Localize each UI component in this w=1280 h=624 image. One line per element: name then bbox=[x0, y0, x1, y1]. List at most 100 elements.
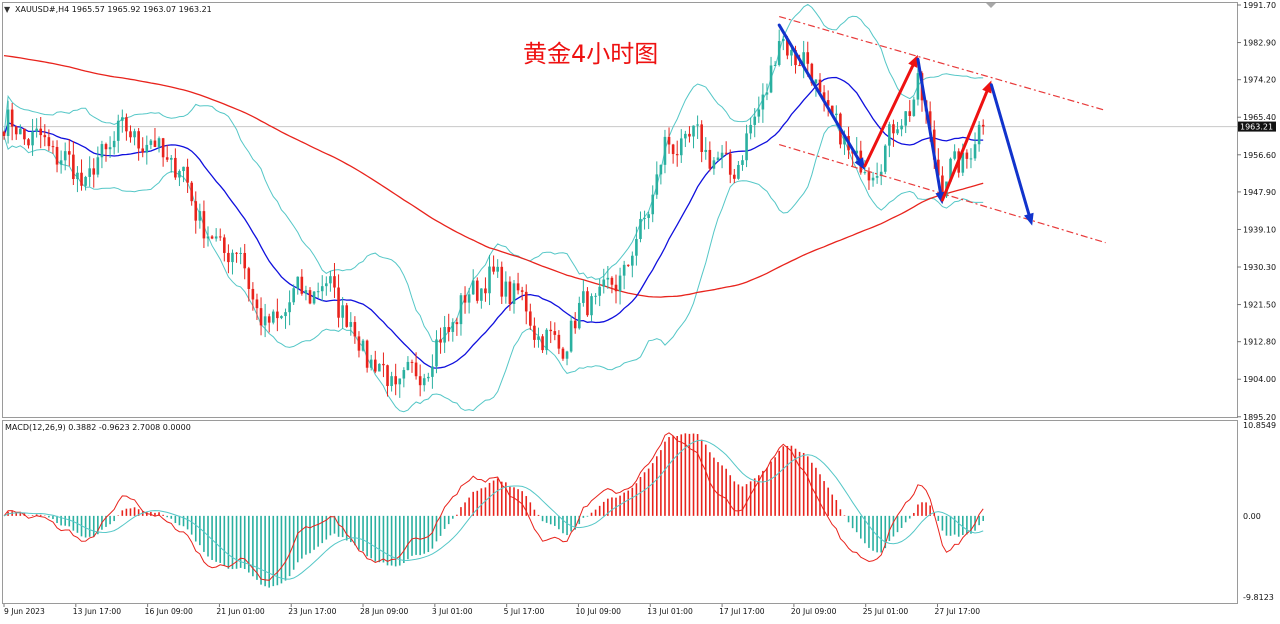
candle[interactable] bbox=[708, 141, 712, 172]
candle[interactable] bbox=[410, 359, 414, 373]
candle[interactable] bbox=[276, 298, 279, 332]
candle[interactable] bbox=[561, 346, 565, 361]
candle[interactable] bbox=[104, 142, 108, 162]
candle[interactable] bbox=[337, 274, 340, 328]
candle[interactable] bbox=[724, 141, 728, 155]
candle[interactable] bbox=[206, 226, 210, 247]
candle[interactable] bbox=[288, 290, 291, 326]
candle[interactable] bbox=[965, 149, 969, 169]
candle[interactable] bbox=[133, 128, 136, 146]
candle[interactable] bbox=[129, 125, 132, 143]
candle[interactable] bbox=[386, 364, 389, 397]
candle[interactable] bbox=[553, 322, 557, 341]
candle[interactable] bbox=[284, 308, 287, 329]
candle[interactable] bbox=[655, 161, 659, 199]
candle[interactable] bbox=[533, 317, 536, 348]
candle[interactable] bbox=[235, 252, 238, 263]
candle[interactable] bbox=[537, 327, 540, 348]
candle[interactable] bbox=[267, 313, 271, 333]
candle[interactable] bbox=[435, 330, 438, 374]
candle[interactable] bbox=[178, 169, 181, 187]
candle[interactable] bbox=[316, 282, 320, 298]
candle[interactable] bbox=[908, 100, 912, 122]
candle[interactable] bbox=[573, 312, 577, 334]
candle[interactable] bbox=[427, 372, 430, 382]
channel-upper-line[interactable] bbox=[779, 15, 1106, 111]
candle[interactable] bbox=[63, 142, 67, 171]
candle[interactable] bbox=[43, 124, 47, 147]
candle[interactable] bbox=[565, 350, 569, 366]
candle[interactable] bbox=[618, 267, 622, 305]
candle[interactable] bbox=[969, 148, 973, 169]
candle[interactable] bbox=[888, 121, 891, 158]
candle[interactable] bbox=[145, 135, 149, 165]
candle[interactable] bbox=[692, 125, 695, 149]
candle[interactable] bbox=[292, 284, 295, 306]
candle[interactable] bbox=[475, 277, 479, 304]
candle[interactable] bbox=[569, 315, 573, 353]
candle[interactable] bbox=[157, 136, 161, 153]
candle[interactable] bbox=[480, 288, 483, 309]
candle[interactable] bbox=[2, 130, 6, 140]
candle[interactable] bbox=[610, 276, 614, 294]
candle[interactable] bbox=[198, 203, 202, 229]
candle[interactable] bbox=[394, 363, 397, 396]
candle[interactable] bbox=[900, 119, 903, 137]
candle[interactable] bbox=[488, 254, 491, 306]
arrow-down[interactable] bbox=[777, 23, 865, 171]
candle[interactable] bbox=[529, 303, 532, 331]
candle[interactable] bbox=[361, 338, 365, 352]
candle[interactable] bbox=[635, 226, 638, 266]
candle[interactable] bbox=[345, 302, 349, 328]
candle[interactable] bbox=[614, 274, 618, 304]
candle[interactable] bbox=[594, 293, 597, 305]
candle[interactable] bbox=[227, 244, 230, 274]
candle[interactable] bbox=[773, 61, 777, 66]
trend-arrows[interactable] bbox=[777, 23, 1034, 226]
candle[interactable] bbox=[745, 124, 748, 168]
candle[interactable] bbox=[504, 271, 508, 304]
candle[interactable] bbox=[210, 235, 214, 240]
candle[interactable] bbox=[169, 155, 173, 173]
candle[interactable] bbox=[684, 130, 687, 148]
candle[interactable] bbox=[659, 164, 663, 185]
candle[interactable] bbox=[312, 290, 316, 305]
candle[interactable] bbox=[373, 350, 377, 374]
candle[interactable] bbox=[439, 327, 442, 354]
candle[interactable] bbox=[231, 249, 234, 275]
candle[interactable] bbox=[406, 356, 410, 371]
candle[interactable] bbox=[802, 40, 805, 79]
candle[interactable] bbox=[871, 171, 875, 187]
candle[interactable] bbox=[671, 143, 675, 164]
candle[interactable] bbox=[451, 318, 455, 342]
candle[interactable] bbox=[251, 282, 255, 311]
candle[interactable] bbox=[149, 138, 153, 150]
candle[interactable] bbox=[414, 352, 418, 380]
candle[interactable] bbox=[973, 132, 977, 161]
candle[interactable] bbox=[500, 261, 504, 304]
candle[interactable] bbox=[875, 162, 879, 184]
candle[interactable] bbox=[916, 64, 920, 106]
candle[interactable] bbox=[826, 90, 830, 117]
candle[interactable] bbox=[455, 317, 459, 336]
candle[interactable] bbox=[651, 185, 655, 223]
candle[interactable] bbox=[508, 276, 512, 311]
candle[interactable] bbox=[549, 321, 553, 344]
candle[interactable] bbox=[431, 354, 434, 389]
candle[interactable] bbox=[912, 96, 916, 117]
candle[interactable] bbox=[892, 119, 895, 147]
candle[interactable] bbox=[121, 109, 124, 133]
candle[interactable] bbox=[590, 293, 593, 322]
candle[interactable] bbox=[51, 140, 55, 154]
candle[interactable] bbox=[679, 129, 683, 163]
candle[interactable] bbox=[218, 228, 222, 241]
candle[interactable] bbox=[47, 129, 51, 151]
candle[interactable] bbox=[777, 29, 781, 67]
candle[interactable] bbox=[325, 276, 328, 296]
candle[interactable] bbox=[296, 276, 300, 295]
candle[interactable] bbox=[712, 157, 716, 175]
candle[interactable] bbox=[398, 378, 402, 398]
candle[interactable] bbox=[524, 284, 528, 325]
candle[interactable] bbox=[720, 144, 724, 169]
